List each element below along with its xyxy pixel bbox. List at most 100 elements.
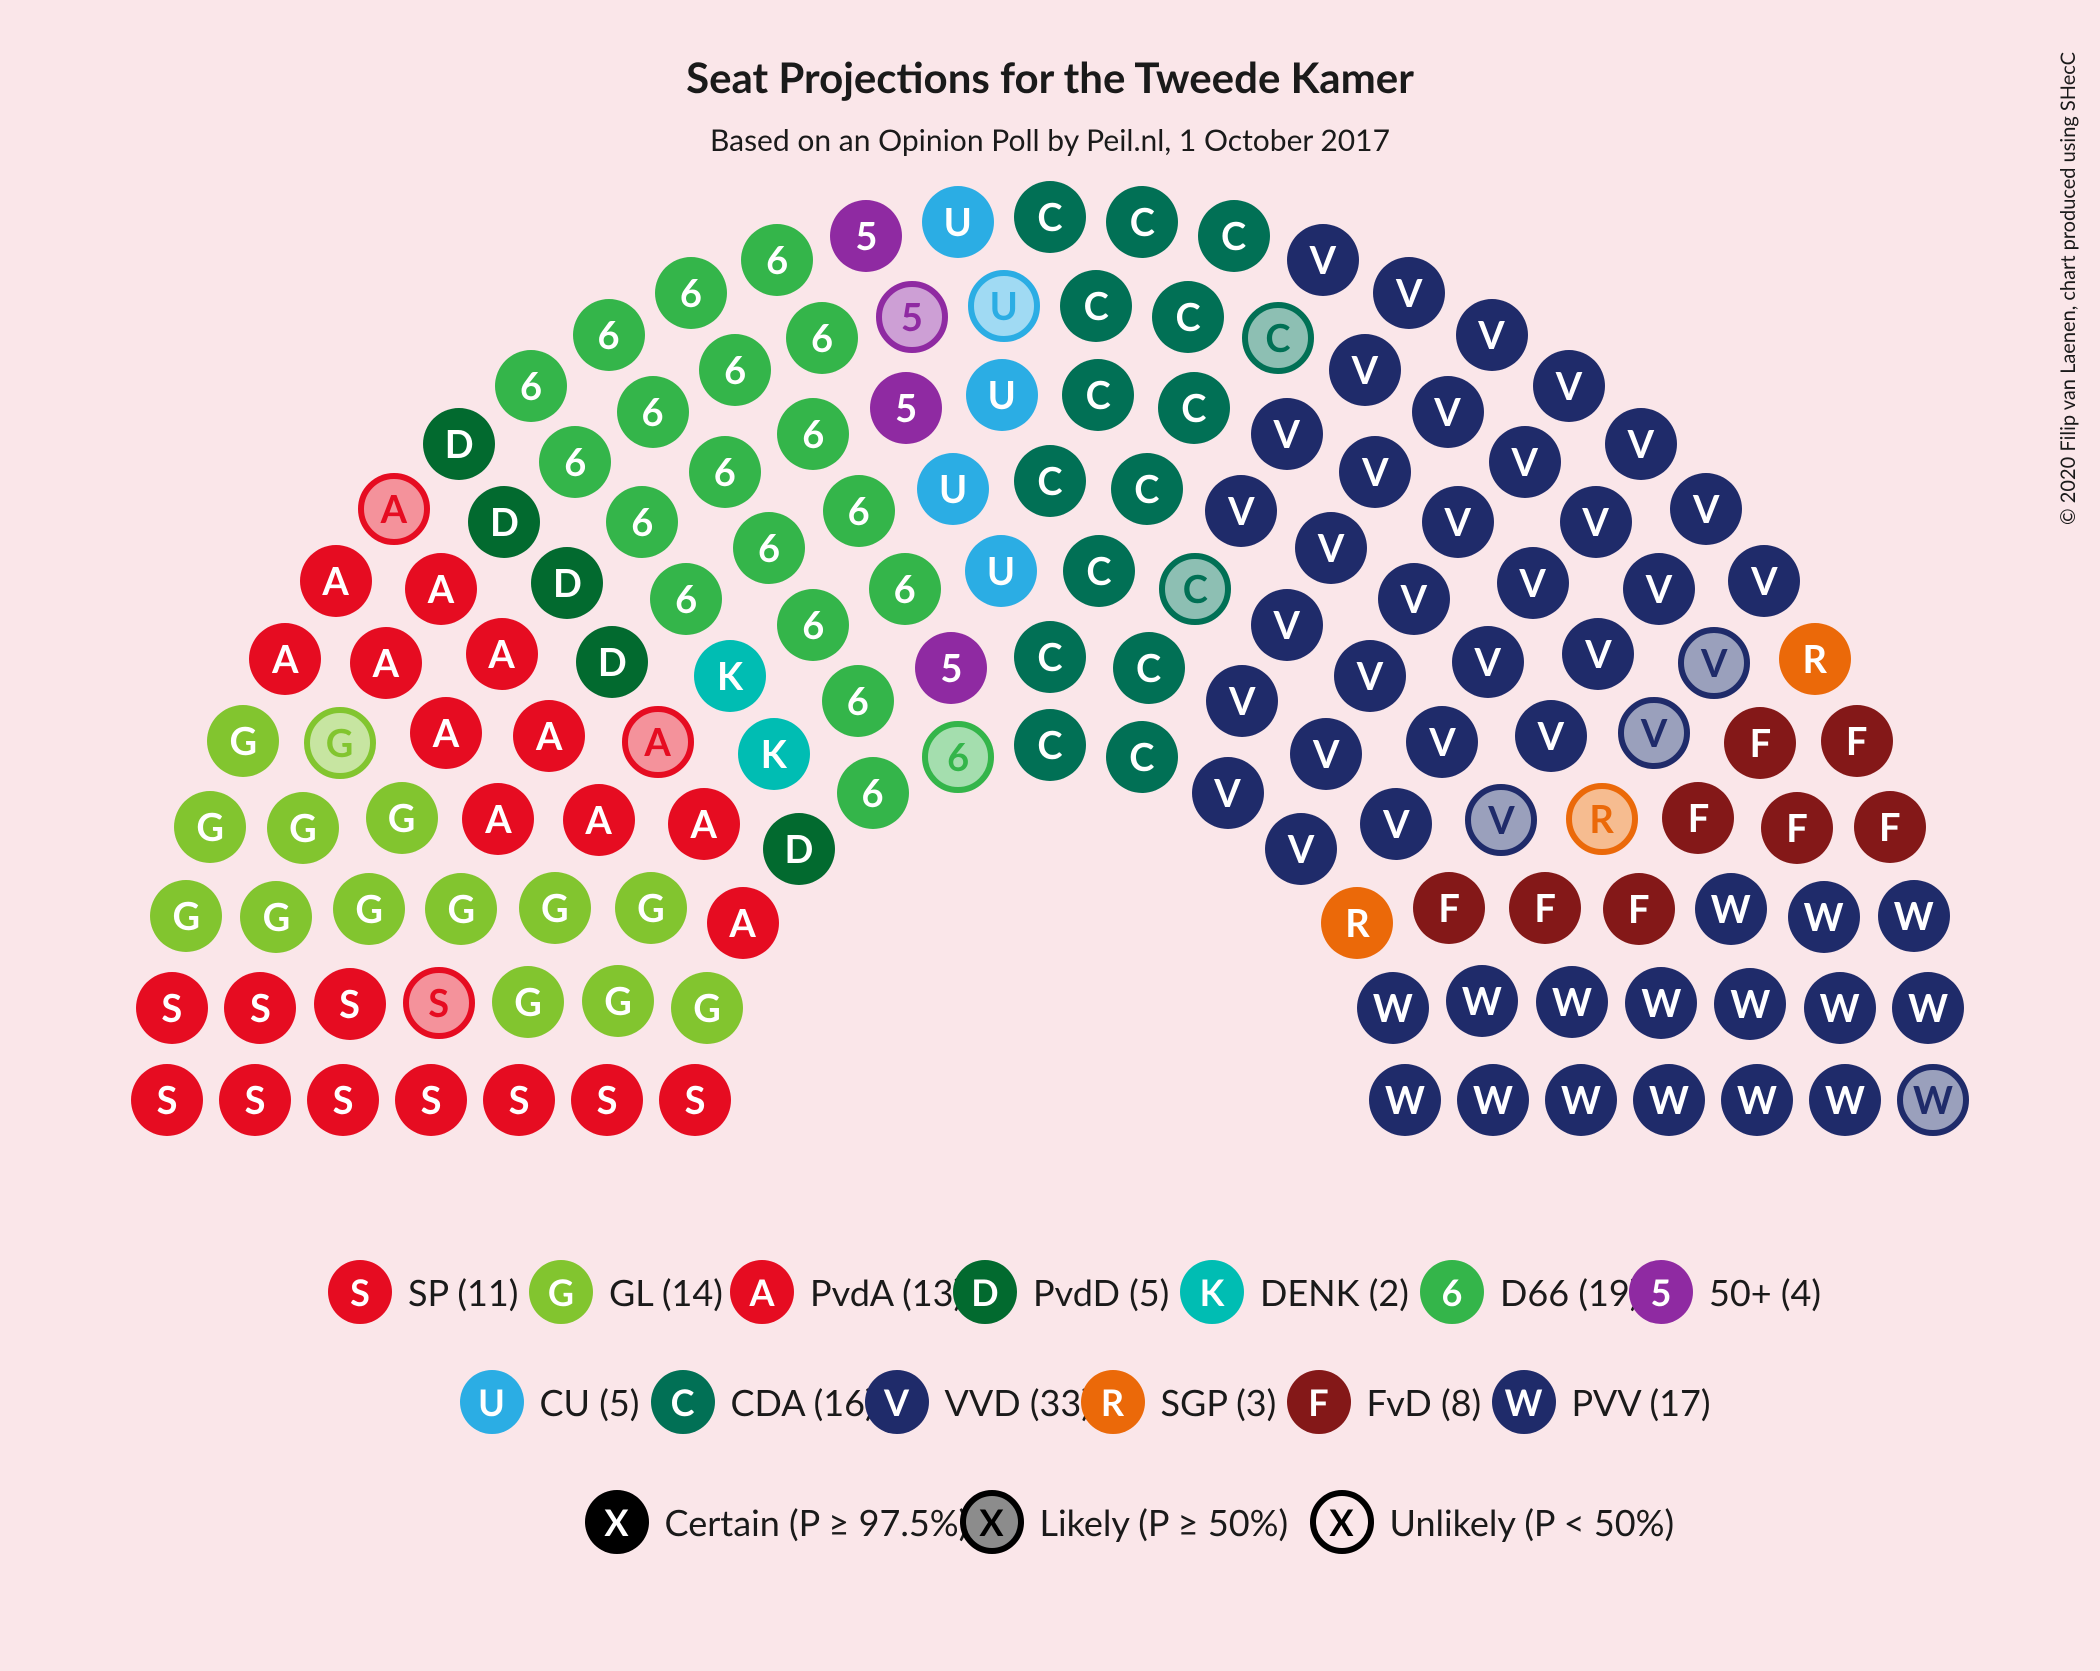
seat-pvdd: D <box>468 486 540 558</box>
seat-d66: 6 <box>539 426 611 498</box>
seat-cu: U <box>460 1370 524 1434</box>
seat-vvd: V <box>1452 626 1524 698</box>
seat-pvda: A <box>730 1260 794 1324</box>
seat-gl: G <box>333 873 405 945</box>
seat-pvda: A <box>405 553 477 625</box>
seat-pvv: W <box>1633 1064 1705 1136</box>
seat-sp: S <box>136 972 208 1044</box>
legend-prob-likely: XLikely (P ≥ 50%) <box>960 1490 1289 1554</box>
seat-vvd: V <box>1562 618 1634 690</box>
seat-vvd: V <box>1618 697 1690 769</box>
seat-gl: G <box>174 791 246 863</box>
seat-sp: S <box>403 967 475 1039</box>
seat-pvv: W <box>1536 966 1608 1038</box>
seat-d66: 6 <box>922 721 994 793</box>
seat-gl: G <box>615 872 687 944</box>
seat-pvda: A <box>563 784 635 856</box>
seat-pvv: W <box>1897 1064 1969 1136</box>
legend-label: D66 (19) <box>1500 1270 1639 1314</box>
seat-cda: C <box>1242 302 1314 374</box>
seat-pvv: W <box>1625 967 1697 1039</box>
seat-vvd: V <box>1456 299 1528 371</box>
seat-cda: C <box>1106 186 1178 258</box>
seat-sp: S <box>219 1064 291 1136</box>
seat-sp: S <box>395 1064 467 1136</box>
seat-pvv: W <box>1695 873 1767 945</box>
seat-vvd: V <box>1533 350 1605 422</box>
seat-fvd: F <box>1413 872 1485 944</box>
legend-label: GL (14) <box>609 1270 723 1314</box>
seat-pvv: W <box>1357 972 1429 1044</box>
seat-cda: C <box>1198 200 1270 272</box>
seat-vvd: V <box>1406 706 1478 778</box>
seat-fvd: F <box>1603 873 1675 945</box>
seat-cu: U <box>922 186 994 258</box>
seat-pvda: A <box>300 545 372 617</box>
seat-vvd: V <box>1205 475 1277 547</box>
seat-sp: S <box>659 1064 731 1136</box>
seat-pvv: W <box>1446 965 1518 1037</box>
seat-vvd: V <box>1623 553 1695 625</box>
seat-cda: C <box>1014 445 1086 517</box>
seat-pvda: A <box>668 788 740 860</box>
legend-d66: 6D66 (19) <box>1420 1260 1639 1324</box>
seat-pvv: W <box>1457 1064 1529 1136</box>
seat-cu: U <box>966 359 1038 431</box>
legend-cu: U CU (5) <box>460 1370 640 1434</box>
seat-vvd: V <box>1412 376 1484 448</box>
legend-label: SGP (3) <box>1161 1380 1277 1424</box>
seat-d66: 6 <box>650 563 722 635</box>
seat-pvv: W <box>1809 1064 1881 1136</box>
prob-glyph-likely: X <box>960 1490 1024 1554</box>
seat-cda: C <box>1060 270 1132 342</box>
seat-50+: 5 <box>870 372 942 444</box>
seat-d66: 6 <box>741 224 813 296</box>
seat-vvd: V <box>1251 589 1323 661</box>
seat-vvd: V <box>1329 334 1401 406</box>
legend-vvd: VVVD (33) <box>865 1370 1091 1434</box>
seat-pvv: W <box>1804 972 1876 1044</box>
seat-vvd: V <box>1605 408 1677 480</box>
seat-fvd: F <box>1724 707 1796 779</box>
seat-gl: G <box>267 792 339 864</box>
seat-pvv: W <box>1878 880 1950 952</box>
seat-sp: S <box>307 1064 379 1136</box>
seat-sp: S <box>224 972 296 1044</box>
seat-denk: K <box>1180 1260 1244 1324</box>
legend-label: FvD (8) <box>1367 1380 1482 1424</box>
seat-vvd: V <box>1560 486 1632 558</box>
seat-pvda: A <box>410 697 482 769</box>
seat-fvd: F <box>1761 792 1833 864</box>
seat-sgp: R <box>1081 1370 1145 1434</box>
seat-gl: G <box>366 782 438 854</box>
seat-d66: 6 <box>837 757 909 829</box>
legend-denk: K DENK (2) <box>1180 1260 1409 1324</box>
seat-pvda: A <box>466 618 538 690</box>
seat-pvdd: D <box>763 813 835 885</box>
seat-vvd: V <box>1378 563 1450 635</box>
seat-denk: K <box>694 640 766 712</box>
seat-sp: S <box>314 968 386 1040</box>
seat-cda: C <box>1014 709 1086 781</box>
seat-d66: 6 <box>606 486 678 558</box>
seat-d66: 6 <box>777 589 849 661</box>
seat-gl: G <box>207 705 279 777</box>
seat-cda: C <box>1159 553 1231 625</box>
seat-d66: 6 <box>617 376 689 448</box>
seat-fvd: F <box>1509 872 1581 944</box>
seat-d66: 6 <box>777 398 849 470</box>
seat-vvd: V <box>1287 224 1359 296</box>
seat-vvd: V <box>1489 426 1561 498</box>
seat-d66: 6 <box>786 302 858 374</box>
seat-50+: 5 <box>1629 1260 1693 1324</box>
seat-pvv: W <box>1545 1064 1617 1136</box>
seat-cda: C <box>1106 721 1178 793</box>
seat-pvda: A <box>622 706 694 778</box>
seat-d66: 6 <box>573 299 645 371</box>
seat-pvda: A <box>358 473 430 545</box>
seat-cda: C <box>1152 281 1224 353</box>
legend-label: DENK (2) <box>1260 1270 1409 1314</box>
seat-cda: C <box>1062 359 1134 431</box>
seat-vvd: V <box>865 1370 929 1434</box>
legend-label: CU (5) <box>540 1380 640 1424</box>
